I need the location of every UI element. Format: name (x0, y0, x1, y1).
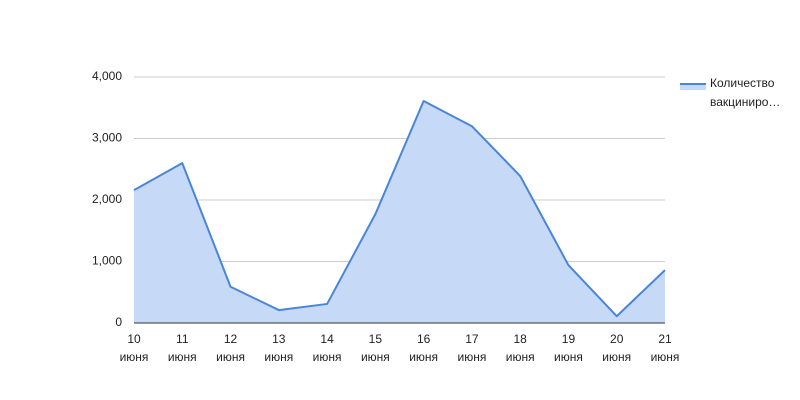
x-tick-label: 14 июня (312, 332, 342, 364)
x-tick-label: 20 июня (602, 332, 632, 364)
y-tick-label: 4,000 (92, 69, 122, 83)
x-tick-label: 11 июня (167, 332, 197, 364)
x-tick-label: 15 июня (360, 332, 390, 364)
area-fill (134, 100, 665, 323)
y-tick-label: 0 (115, 315, 122, 329)
x-tick-label: 21 июня (650, 332, 680, 364)
legend-swatch (680, 84, 706, 90)
x-tick-label: 10 июня (119, 332, 149, 364)
x-tick-label: 18 июня (505, 332, 535, 364)
y-tick-label: 2,000 (92, 192, 122, 206)
area-line (133, 99, 666, 318)
x-tick-label: 17 июня (457, 332, 487, 364)
x-tick-label: 16 июня (409, 332, 439, 364)
x-tick-label: 13 июня (264, 332, 294, 364)
x-tick-label: 19 июня (554, 332, 583, 364)
y-tick-label: 1,000 (92, 254, 122, 268)
y-tick-label: 3,000 (92, 131, 122, 145)
legend-label: Количество вакциниро… (710, 76, 781, 109)
x-tick-label: 12 июня (216, 332, 245, 364)
